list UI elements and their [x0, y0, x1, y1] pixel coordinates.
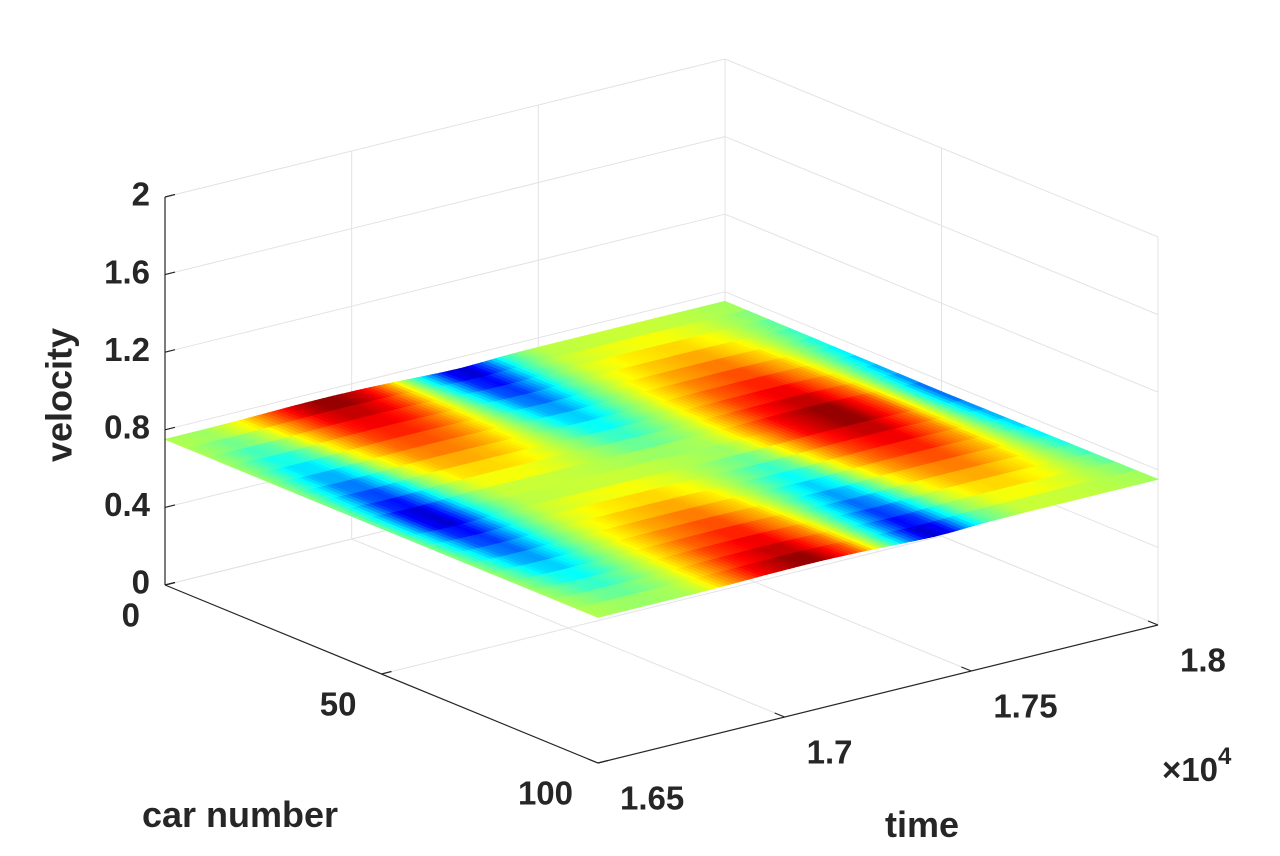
surface	[163, 300, 1160, 618]
y-grid-line	[381, 535, 942, 675]
x-multiplier-power: 4	[1218, 743, 1232, 770]
z-tick-label: 0.8	[104, 409, 150, 446]
y-tick-label: 0	[122, 597, 140, 634]
z-grid-line	[164, 213, 726, 353]
z-tick	[164, 271, 176, 276]
x-tick	[774, 712, 785, 718]
z-grid-line	[164, 136, 726, 276]
z-grid-line	[164, 291, 726, 431]
x-tick-label: 1.7	[807, 734, 853, 771]
x-axis-label: time	[885, 804, 959, 845]
x-multiplier-base: ×10	[1162, 751, 1218, 788]
x-multiplier: ×104	[1162, 743, 1232, 787]
z-grid-line	[164, 58, 726, 198]
z-tick-label: 0.4	[104, 486, 151, 523]
z-tick	[164, 426, 176, 431]
z-tick-label: 1.6	[104, 253, 150, 290]
z-tick	[164, 193, 176, 198]
x-tick-label: 1.75	[993, 688, 1057, 725]
x-tick	[961, 666, 972, 672]
y-tick-label: 50	[320, 686, 357, 723]
x-tick	[1147, 620, 1159, 626]
z-tick-label: 0	[132, 564, 150, 601]
y-tick	[164, 581, 176, 586]
y-tick-label: 100	[518, 775, 573, 812]
x-tick-label: 1.8	[1180, 642, 1226, 679]
y-tick	[381, 670, 392, 675]
z-tick-label: 2	[132, 176, 150, 213]
surface-patch	[1130, 470, 1160, 481]
y-tick	[597, 759, 609, 764]
y-axis-label: car number	[142, 794, 338, 835]
z-axis-label: velocity	[39, 328, 80, 462]
x-tick-label: 1.65	[620, 780, 684, 817]
x-tick	[587, 758, 599, 764]
z-tick	[164, 349, 176, 353]
z-tick	[164, 504, 176, 508]
axes-group: 0 0.4 0.8 1.2 1.6 2 0 50 100 1.65 1.7 1.75 1.8	[104, 176, 1226, 817]
x-axis-line	[597, 624, 1159, 764]
z-tick-label: 1.2	[104, 331, 150, 368]
